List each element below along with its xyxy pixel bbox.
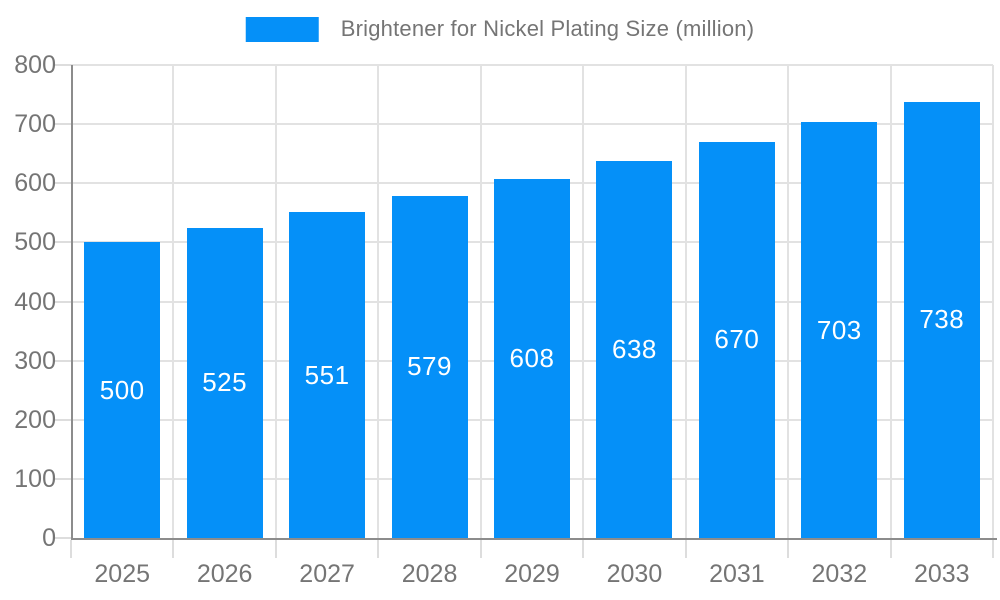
bar-value-label: 551	[304, 359, 350, 390]
y-axis-tick-label: 800	[14, 51, 56, 79]
x-axis-tick-label: 2026	[196, 560, 253, 588]
x-axis-tick-label: 2032	[811, 560, 868, 588]
y-axis-tick-label: 700	[14, 110, 56, 139]
gridline-vertical	[787, 65, 790, 538]
x-axis-tick-label: 2029	[504, 560, 560, 588]
chart-legend[interactable]: Brightener for Nickel Plating Size (mill…	[245, 16, 755, 42]
y-axis-tick-label: 200	[14, 405, 56, 434]
y-axis-tick	[53, 241, 71, 244]
x-axis-tick	[377, 540, 380, 558]
y-axis-tick-label: 300	[14, 346, 56, 375]
legend-swatch-icon	[245, 16, 319, 42]
bar[interactable]: 500	[84, 242, 161, 538]
y-axis-tick	[53, 64, 71, 66]
y-axis-tick	[53, 123, 71, 126]
gridline-vertical	[582, 65, 585, 538]
bar[interactable]: 738	[903, 101, 980, 538]
x-axis-tick-label: 2033	[913, 560, 970, 588]
gridline-horizontal	[71, 123, 993, 126]
gridline-vertical	[992, 65, 994, 538]
y-axis-line	[71, 65, 73, 540]
x-axis-tick	[172, 540, 175, 558]
gridline-vertical	[377, 65, 380, 538]
bar[interactable]: 703	[801, 122, 878, 538]
x-axis-tick-label: 2025	[94, 560, 151, 588]
gridline-vertical	[889, 65, 892, 538]
bar-value-label: 579	[407, 351, 452, 382]
x-axis-line	[71, 538, 997, 540]
y-axis-tick-label: 400	[14, 287, 56, 316]
x-axis-tick	[70, 540, 72, 558]
y-axis-tick-label: 0	[42, 524, 56, 552]
gridline-vertical	[479, 65, 482, 538]
bar[interactable]: 551	[289, 212, 366, 538]
y-axis-tick	[53, 537, 71, 539]
x-axis-tick-label: 2031	[709, 560, 765, 588]
y-axis-tick	[53, 182, 71, 185]
bar[interactable]: 608	[494, 178, 570, 538]
bar-value-label: 608	[509, 342, 555, 373]
bar-value-label: 703	[816, 314, 862, 345]
bar[interactable]: 525	[186, 227, 263, 538]
y-axis-tick	[53, 359, 71, 362]
bar-value-label: 500	[99, 374, 145, 405]
x-axis-tick-label: 2030	[606, 560, 663, 588]
x-axis-tick	[684, 540, 687, 558]
plot-area: 500 525 551 579 608 638 670 703 738	[53, 64, 997, 558]
y-axis-tick-label: 100	[14, 464, 56, 493]
x-axis-tick	[992, 540, 994, 558]
bar[interactable]: 579	[391, 195, 468, 538]
bar-value-label: 738	[919, 304, 965, 335]
x-axis-tick	[889, 540, 892, 558]
y-axis-tick	[53, 418, 71, 421]
bar-value-label: 638	[611, 333, 657, 364]
x-axis-tick	[787, 540, 790, 558]
bar[interactable]: 670	[698, 141, 775, 538]
bar[interactable]: 638	[596, 160, 673, 538]
y-axis-tick	[53, 300, 71, 303]
y-axis-tick-label: 500	[14, 228, 56, 257]
bar-value-label: 525	[202, 367, 248, 398]
gridline-vertical	[172, 65, 175, 538]
x-axis-tick	[582, 540, 585, 558]
gridline-vertical	[274, 65, 277, 538]
x-axis-tick	[274, 540, 277, 558]
y-axis-tick	[53, 477, 71, 480]
legend-label: Brightener for Nickel Plating Size (mill…	[340, 16, 755, 41]
y-axis-tick-label: 600	[14, 169, 56, 198]
x-axis-tick-label: 2027	[299, 560, 355, 588]
x-axis-tick	[479, 540, 482, 558]
bar-value-label: 670	[714, 324, 760, 355]
gridline-horizontal	[71, 64, 993, 66]
gridline-vertical	[684, 65, 687, 538]
x-axis-tick-label: 2028	[401, 560, 458, 588]
